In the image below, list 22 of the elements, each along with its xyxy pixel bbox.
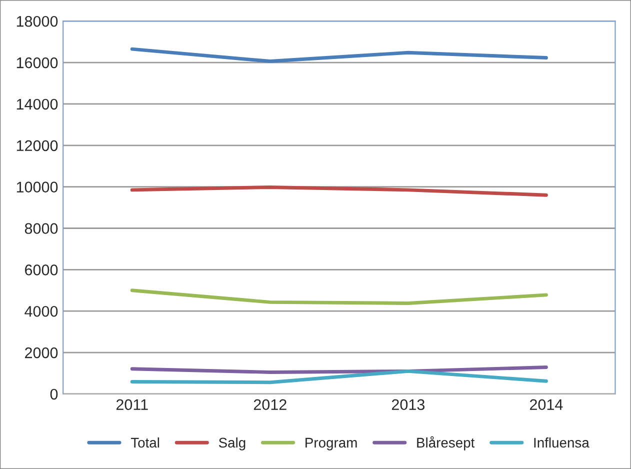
x-tick-label: 2013 — [392, 399, 424, 410]
y-tick-label: 14000 — [16, 98, 58, 110]
y-tick-label: 2000 — [25, 347, 58, 358]
legend-label: Total — [130, 437, 160, 448]
legend-label: Influensa — [534, 437, 590, 448]
x-tick-label: 2011 — [116, 399, 148, 410]
y-tick-label: 6000 — [25, 264, 58, 276]
y-tick-label: 0 — [50, 388, 58, 400]
y-tick-label: 4000 — [24, 306, 58, 317]
y-tick-label: 12000 — [16, 140, 58, 152]
y-tick-label: 16000 — [16, 57, 58, 68]
legend-label: Program — [306, 438, 357, 450]
legend-label: Salg — [218, 437, 246, 450]
line-series — [130, 288, 548, 305]
line-series — [130, 369, 548, 384]
x-tick-label: 2014 — [530, 399, 563, 410]
legend-label: Blåresept — [417, 436, 475, 450]
y-tick-label: 10000 — [16, 182, 58, 193]
line-series — [130, 47, 548, 64]
y-tick-label: 18000 — [16, 16, 58, 27]
x-tick-label: 2012 — [254, 399, 286, 410]
y-tick-label: 8000 — [24, 223, 58, 234]
